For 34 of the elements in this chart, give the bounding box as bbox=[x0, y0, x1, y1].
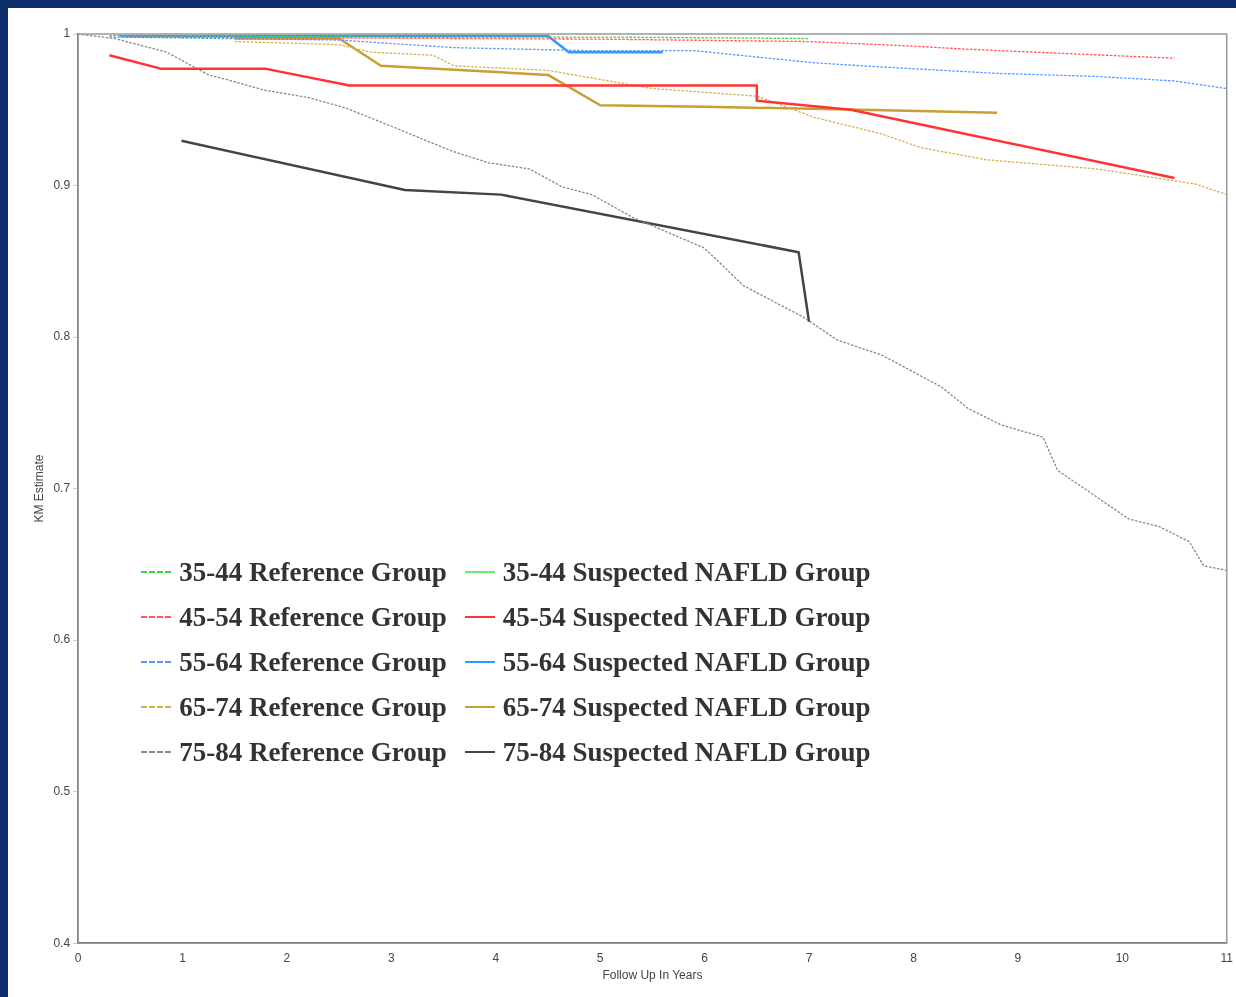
y-tick-label: 0.7 bbox=[53, 480, 71, 495]
y-axis-title: KM Estimate bbox=[31, 454, 46, 523]
x-tick-label: 3 bbox=[388, 950, 396, 965]
legend-label: 75-84 Reference Group bbox=[179, 736, 447, 768]
x-tick-label: 5 bbox=[596, 950, 604, 965]
legend-label: 35-44 Reference Group bbox=[179, 556, 447, 588]
x-axis-title: Follow Up In Years bbox=[602, 968, 703, 983]
legend-label: 35-44 Suspected NAFLD Group bbox=[502, 556, 871, 588]
x-tick-label: 9 bbox=[1014, 950, 1022, 965]
legend-label: 75-84 Suspected NAFLD Group bbox=[502, 736, 871, 768]
x-tick-label: 7 bbox=[805, 950, 813, 965]
x-tick-label: 8 bbox=[910, 950, 918, 965]
x-tick-label: 0 bbox=[74, 950, 82, 965]
legend-label: 45-54 Reference Group bbox=[179, 601, 447, 633]
legend-label: 65-74 Reference Group bbox=[179, 691, 447, 723]
line-series bbox=[234, 40, 1227, 196]
x-tick-label: 11 bbox=[1220, 950, 1234, 965]
y-tick-label: 0.8 bbox=[53, 329, 71, 344]
y-tick-label: 0.9 bbox=[53, 177, 71, 192]
x-tick-label: 4 bbox=[492, 950, 500, 965]
legend-label: 45-54 Suspected NAFLD Group bbox=[502, 601, 871, 633]
y-tick-label: 0.5 bbox=[53, 783, 71, 798]
x-tick-label: 1 bbox=[179, 950, 187, 965]
y-tick-label: 0.6 bbox=[53, 632, 71, 647]
x-tick-label: 6 bbox=[701, 950, 709, 965]
line-series bbox=[129, 36, 1176, 59]
legend-label: 65-74 Suspected NAFLD Group bbox=[502, 691, 871, 723]
y-tick-label: 1 bbox=[63, 26, 71, 41]
x-tick-label: 2 bbox=[283, 950, 291, 965]
legend-label: 55-64 Reference Group bbox=[179, 646, 447, 678]
y-tick-label: 0.4 bbox=[53, 935, 71, 950]
legend-label: 55-64 Suspected NAFLD Group bbox=[502, 646, 871, 678]
x-tick-label: 10 bbox=[1115, 950, 1130, 965]
line-series bbox=[108, 36, 1227, 90]
